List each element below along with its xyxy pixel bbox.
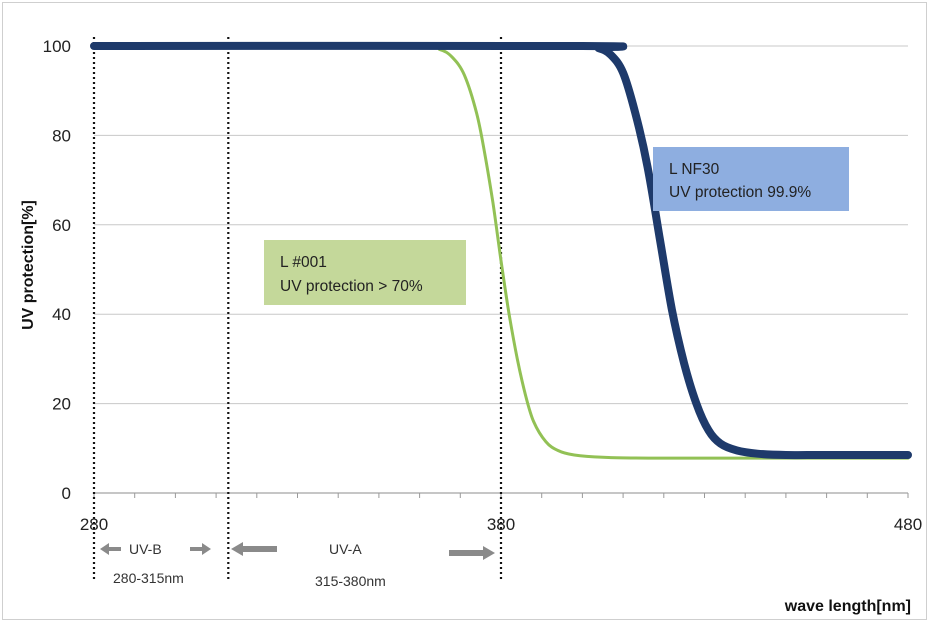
band-uvb-range: 280-315nm: [113, 570, 184, 586]
y-axis-title: UV protection[%]: [20, 200, 37, 330]
y-tick-label-80: 80: [52, 126, 71, 145]
band-uva-range: 315-380nm: [315, 573, 386, 589]
band-uvb-name: UV-B: [129, 541, 162, 557]
x-tick-label-380: 380: [487, 515, 515, 534]
series-layer: [90, 41, 912, 460]
uvb-right-arrow: [190, 543, 211, 555]
uva-right-arrow: [449, 546, 495, 560]
y-tick-label-20: 20: [52, 395, 71, 414]
band-uva-name: UV-A: [329, 541, 362, 557]
reference-lines: [92, 37, 503, 581]
chart-svg: 0 20 40 60 80 100 280 380 480 L NF30 UV protecti…: [20, 37, 923, 615]
band-uvb: UV-B 280-315nm: [100, 541, 211, 586]
annotation-lnf30-box: [653, 147, 849, 211]
annotation-lnf30-line2: UV protection 99.9%: [669, 184, 811, 201]
uva-left-arrow: [231, 542, 277, 556]
annotation-lnf30-line1: L NF30: [669, 161, 720, 178]
annotation-l001: L #001 UV protection > 70%: [264, 240, 466, 305]
y-tick-label-100: 100: [43, 37, 71, 56]
x-tick-label-480: 480: [894, 515, 922, 534]
y-tick-label-60: 60: [52, 216, 71, 235]
uvb-left-arrow: [100, 543, 121, 555]
annotation-l001-box: [264, 240, 466, 305]
x-tick-label-280: 280: [80, 515, 108, 534]
y-tick-label-0: 0: [62, 484, 71, 503]
annotation-lnf30: L NF30 UV protection 99.9%: [653, 147, 849, 211]
series-line-lnf30: [90, 41, 912, 460]
minor-ticks: [93, 493, 909, 498]
x-axis-title: wave length[nm]: [784, 598, 911, 615]
band-uva: UV-A 315-380nm: [231, 541, 495, 589]
tick-labels: 0 20 40 60 80 100 280 380 480: [43, 37, 923, 534]
annotation-l001-line2: UV protection > 70%: [280, 278, 423, 295]
y-tick-label-40: 40: [52, 305, 71, 324]
annotation-l001-line1: L #001: [280, 254, 327, 271]
